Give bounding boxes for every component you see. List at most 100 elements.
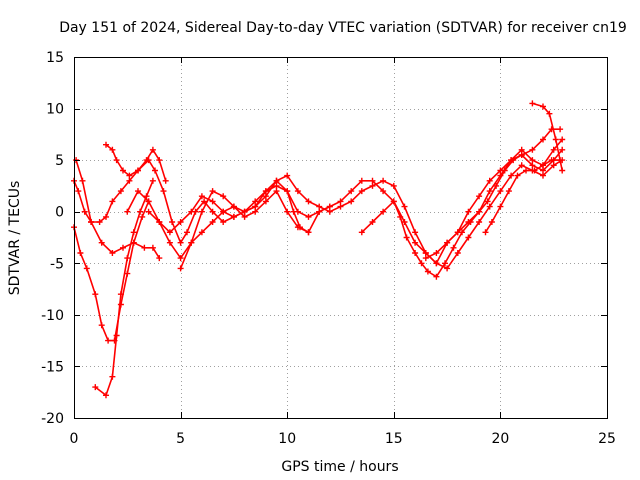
data-point [476,193,483,200]
data-point [113,332,120,339]
data-point [105,337,112,344]
data-point [152,167,158,174]
data-point [540,172,546,179]
data-point [145,198,152,205]
data-point [380,177,387,184]
data-point [220,193,227,200]
x-tick-label: 10 [278,431,296,447]
data-point [98,239,105,246]
data-point [143,193,150,200]
data-point [103,213,109,220]
data-point [552,136,559,143]
data-point [412,239,419,246]
data-point [198,193,205,200]
y-tick-label: -5 [50,256,64,272]
data-point [109,373,116,380]
data-point [497,167,504,174]
data-point [505,188,512,195]
y-tick-label: 5 [55,153,64,169]
data-point [380,188,387,195]
y-tick-label: 15 [46,50,64,66]
data-point [305,229,312,236]
data-point [316,203,323,210]
data-point [109,198,116,205]
series-line-track-d [94,180,154,397]
data-point [120,244,126,251]
data-point [149,244,156,251]
data-point [103,392,109,399]
data-point [529,100,536,107]
data-point [433,260,440,267]
data-point [98,322,105,329]
data-point [548,157,555,164]
data-point [137,208,144,215]
data-point [557,126,564,133]
data-point [531,167,538,174]
data-point [540,136,546,143]
series-line-track-f [126,159,563,270]
data-point [139,213,146,220]
data-point [380,208,387,215]
data-point [401,203,408,210]
data-point [209,219,216,225]
data-point [252,208,259,215]
data-point [412,250,419,256]
series-track-j [422,126,564,262]
series-track-f [124,157,566,272]
data-point [433,273,440,280]
y-tick-label: -15 [41,359,64,375]
x-tick-label: 25 [598,431,616,447]
data-point [201,198,208,205]
data-point [160,188,167,195]
data-point [117,291,124,298]
data-point [198,229,205,236]
data-point [252,198,259,205]
data-point [326,208,333,215]
data-point [83,265,90,272]
data-point [497,188,504,195]
series-track-l [482,157,564,236]
data-point [514,172,521,179]
data-point [220,208,227,215]
x-axis-label: GPS time / hours [281,459,398,475]
data-point [177,219,184,225]
data-point [497,172,504,179]
data-point [126,177,133,184]
data-point [177,265,184,272]
data-point [209,188,216,195]
data-point [518,162,525,169]
data-point [518,152,525,158]
data-point [424,268,431,275]
data-point [465,219,472,225]
data-point [326,203,333,210]
data-point [273,177,280,184]
y-tick-label: -20 [41,411,64,427]
data-point [120,167,126,174]
series-line-track-i [361,138,563,265]
data-point [444,239,451,246]
data-point [337,198,344,205]
y-axis-label: SDTVAR / TECUs [7,181,23,296]
data-point [401,219,408,225]
data-point [290,208,297,215]
data-point [305,198,312,205]
series-line-track-a [75,159,161,259]
data-point [79,177,86,184]
data-point [92,384,99,391]
data-point [230,213,237,220]
data-point [433,250,440,256]
series-line-track-l [484,159,561,234]
data-point [284,188,291,195]
data-point [92,291,99,298]
data-point [198,208,205,215]
data-point [113,157,120,164]
data-point [169,219,176,225]
data-point [486,177,493,184]
data-point [156,255,163,262]
data-point [348,188,355,195]
data-point [403,234,410,241]
grid-layer [74,57,607,418]
data-point [540,103,546,110]
data-point [96,219,103,225]
